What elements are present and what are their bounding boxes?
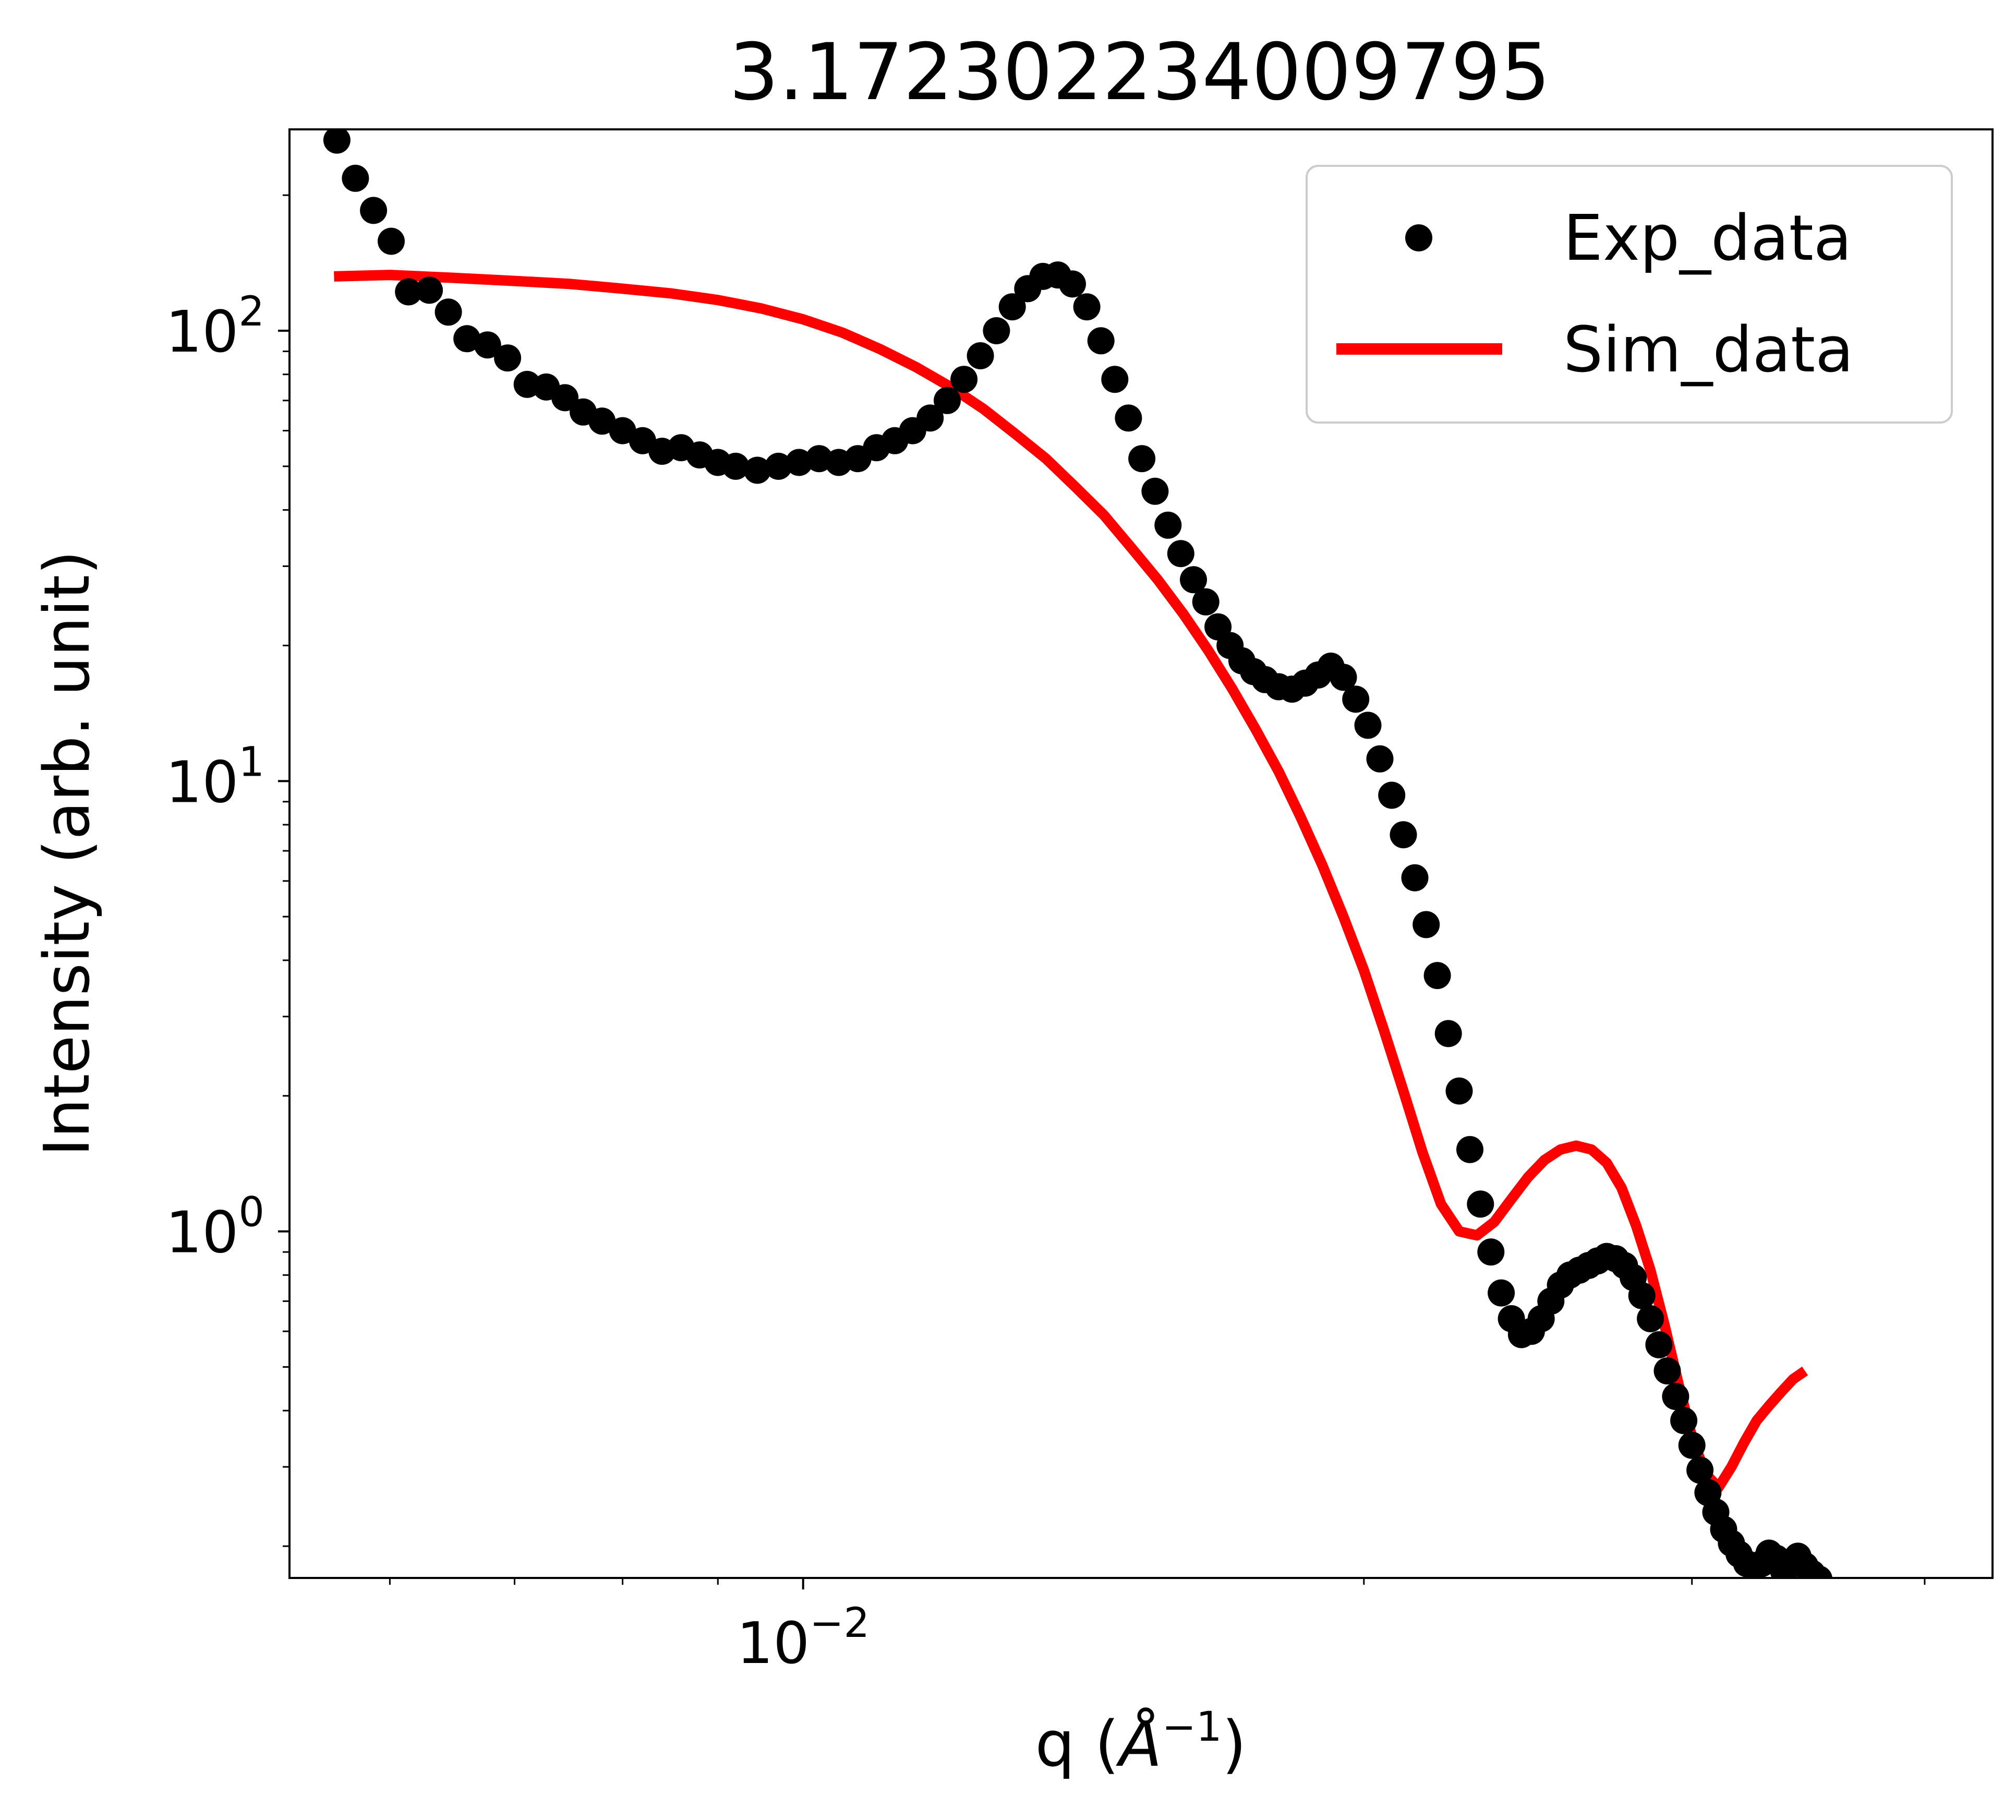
data-point bbox=[1390, 821, 1417, 849]
data-point bbox=[1059, 270, 1086, 298]
data-point bbox=[1653, 1357, 1681, 1385]
data-point bbox=[744, 456, 771, 484]
data-point bbox=[1686, 1456, 1714, 1484]
series-layer bbox=[323, 129, 1833, 1578]
y-axis: 100 101 102 bbox=[165, 194, 289, 1547]
data-point bbox=[1154, 511, 1182, 539]
data-point bbox=[1662, 1383, 1689, 1411]
data-point bbox=[1141, 477, 1169, 505]
data-point bbox=[1366, 745, 1394, 773]
data-point bbox=[1401, 864, 1429, 891]
data-point bbox=[551, 384, 579, 412]
data-point bbox=[1101, 366, 1129, 393]
data-point bbox=[1180, 566, 1207, 594]
data-point bbox=[1413, 911, 1440, 938]
data-point bbox=[1805, 1565, 1833, 1578]
plot-frame bbox=[288, 128, 1994, 1579]
y-tick-label: 100 bbox=[165, 1189, 264, 1266]
data-point bbox=[1467, 1190, 1494, 1218]
data-point bbox=[765, 452, 792, 480]
data-point bbox=[1342, 685, 1370, 713]
data-point bbox=[434, 298, 462, 326]
chart-title: 3.172302234009795 bbox=[729, 27, 1551, 118]
data-point bbox=[785, 449, 813, 476]
data-point bbox=[998, 293, 1026, 321]
data-point bbox=[1488, 1279, 1515, 1307]
legend: Exp_data Sim_data bbox=[1306, 165, 1953, 424]
data-point bbox=[342, 164, 369, 192]
data-point bbox=[360, 197, 388, 224]
data-point bbox=[950, 366, 978, 393]
x-axis: 10−2 bbox=[389, 1578, 1926, 1677]
x-axis-label-base: q ( bbox=[1035, 1708, 1119, 1781]
data-point bbox=[1628, 1282, 1656, 1309]
x-tick-label: 10−2 bbox=[737, 1600, 870, 1677]
legend-frame bbox=[1306, 165, 1953, 424]
data-point bbox=[1445, 1077, 1473, 1105]
data-point bbox=[967, 342, 994, 369]
x-axis-label: q (Å−1) bbox=[1035, 1704, 1246, 1781]
data-point bbox=[1128, 445, 1156, 473]
data-point bbox=[1434, 1020, 1462, 1047]
data-point bbox=[983, 317, 1010, 344]
plot-area bbox=[288, 128, 1994, 1579]
data-point bbox=[609, 417, 636, 444]
data-point bbox=[1378, 781, 1406, 809]
data-point bbox=[1678, 1431, 1706, 1459]
data-point bbox=[378, 227, 405, 255]
x-axis-label-symbol: Å bbox=[1116, 1708, 1162, 1781]
legend-marker-exp-data bbox=[1405, 224, 1432, 251]
series-exp-data bbox=[323, 129, 1833, 1578]
data-point bbox=[1087, 327, 1115, 355]
data-point bbox=[1670, 1407, 1698, 1435]
data-point bbox=[1192, 588, 1220, 616]
data-point bbox=[474, 331, 501, 359]
data-point bbox=[1423, 962, 1451, 990]
data-point bbox=[1167, 540, 1194, 568]
data-point bbox=[453, 325, 481, 353]
data-point bbox=[588, 407, 616, 435]
y-axis-label: Intensity (arb. unit) bbox=[31, 550, 104, 1156]
data-point bbox=[395, 278, 422, 306]
data-point bbox=[1637, 1305, 1664, 1332]
y-tick-label: 101 bbox=[165, 739, 264, 815]
data-point bbox=[1477, 1238, 1505, 1266]
data-point bbox=[1115, 404, 1142, 432]
data-point bbox=[1330, 664, 1357, 691]
x-axis-label-exponent: −1 bbox=[1162, 1704, 1222, 1751]
data-point bbox=[934, 387, 961, 414]
data-point bbox=[416, 276, 443, 304]
legend-entry-exp-data: Exp_data bbox=[1563, 202, 1852, 275]
data-point bbox=[916, 404, 944, 432]
data-point bbox=[323, 129, 351, 154]
data-point bbox=[1073, 293, 1101, 321]
data-point bbox=[1456, 1136, 1483, 1163]
y-tick-label: 102 bbox=[165, 288, 264, 365]
data-point bbox=[1354, 712, 1382, 739]
data-point bbox=[494, 344, 522, 372]
x-axis-label-close: ) bbox=[1222, 1708, 1247, 1781]
legend-entry-sim-data: Sim_data bbox=[1563, 314, 1854, 387]
data-point bbox=[1645, 1331, 1673, 1358]
data-point bbox=[722, 452, 750, 480]
